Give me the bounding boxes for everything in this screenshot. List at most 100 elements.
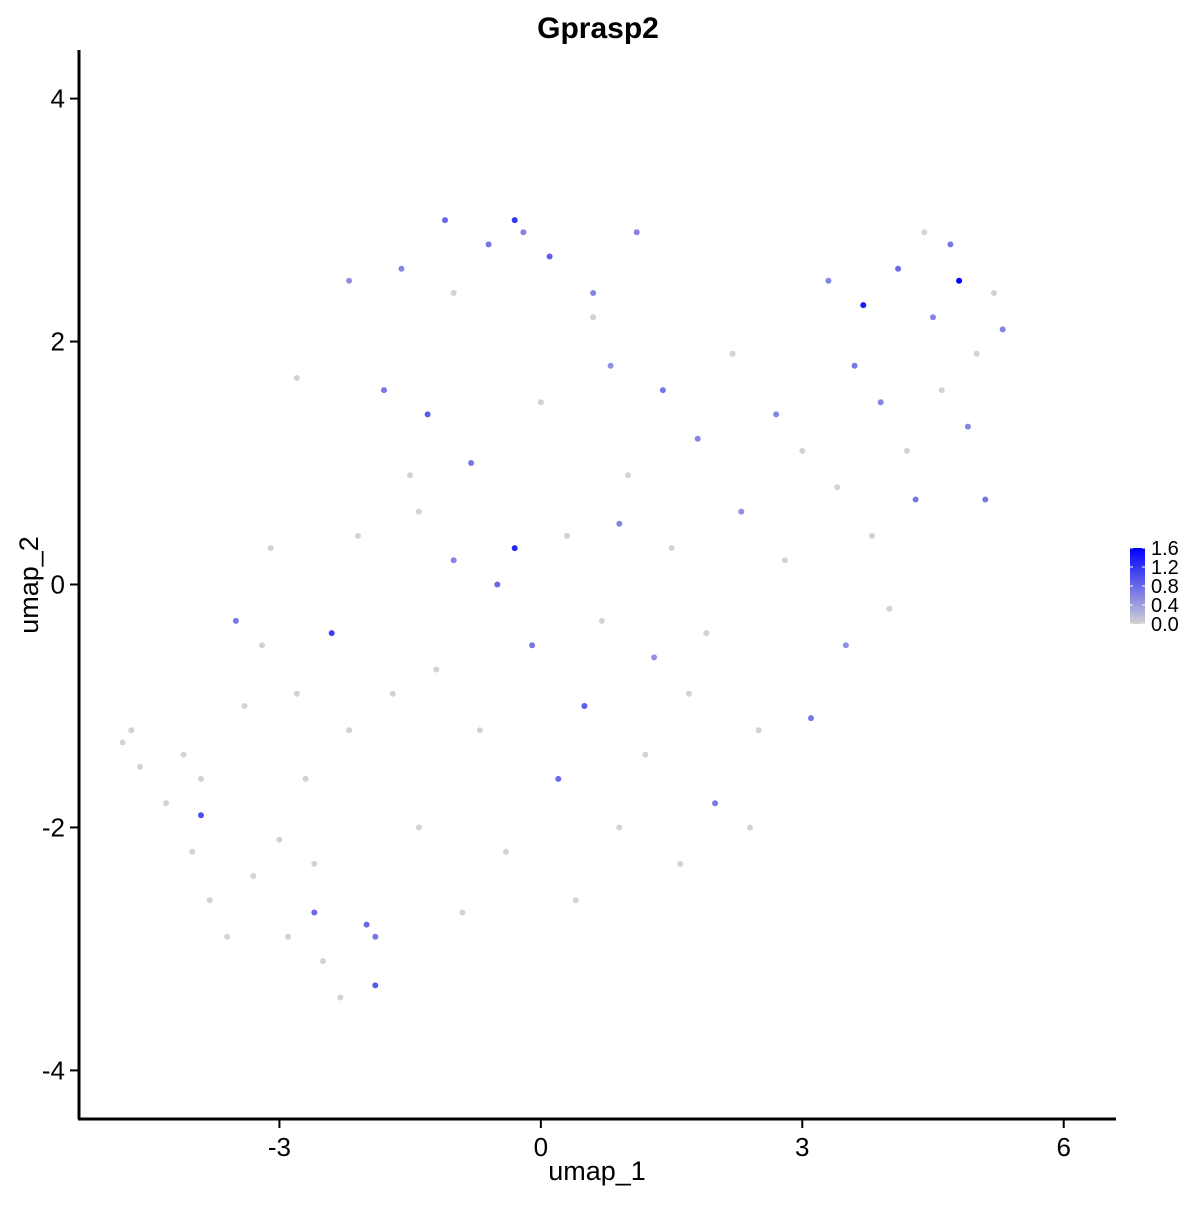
scatter-point	[825, 277, 832, 284]
scatter-point	[973, 350, 980, 357]
scatter-point	[877, 399, 884, 406]
scatter-point	[302, 775, 309, 782]
scatter-point	[659, 387, 666, 394]
scatter-point	[485, 241, 492, 248]
scatter-point	[198, 812, 204, 819]
scatter-point	[450, 557, 457, 564]
scatter-point	[398, 265, 405, 272]
chart-title: Gprasp2	[537, 12, 659, 45]
scatter-point	[642, 751, 649, 758]
scatter-point	[834, 484, 841, 491]
legend-colorbar	[1130, 548, 1145, 624]
scatter-point	[511, 217, 518, 224]
scatter-point	[311, 860, 318, 867]
scatter-point	[363, 921, 370, 928]
scatter-point	[346, 727, 353, 734]
scatter-point	[738, 508, 745, 515]
scatter-point	[337, 994, 344, 1001]
scatter-point	[912, 496, 919, 503]
scatter-point	[903, 447, 910, 454]
scatter-point	[895, 265, 902, 272]
y-axis-title: umap_2	[14, 536, 44, 634]
scatter-point	[206, 897, 213, 904]
scatter-point	[851, 362, 858, 369]
scatter-point	[180, 751, 187, 758]
scatter-point	[625, 472, 631, 479]
scatter-point	[598, 617, 605, 624]
scatter-point	[668, 545, 675, 552]
scatter-point	[424, 411, 431, 418]
scatter-point	[999, 326, 1006, 333]
scatter-point	[607, 362, 614, 369]
scatter-point	[503, 848, 509, 855]
scatter-point	[137, 763, 143, 770]
x-tick-label: -3	[268, 1132, 291, 1162]
scatter-point	[546, 253, 553, 260]
scatter-point	[494, 581, 501, 588]
points-layer	[119, 217, 1006, 1001]
scatter-point	[842, 642, 849, 649]
scatter-point	[128, 727, 135, 734]
x-tick-label: 3	[795, 1132, 809, 1162]
scatter-point	[372, 933, 379, 940]
scatter-point	[459, 909, 466, 916]
scatter-point	[686, 690, 692, 697]
legend-label: 1.6	[1151, 538, 1179, 560]
scatter-point	[747, 824, 753, 831]
scatter-point	[433, 666, 440, 673]
scatter-point	[616, 520, 623, 527]
y-ticks: -4 -2 0 2 4	[42, 84, 79, 1085]
y-tick-label: -2	[42, 812, 65, 842]
scatter-point	[259, 642, 265, 649]
scatter-point	[232, 617, 239, 624]
x-ticks: -3 0 3 6	[268, 1119, 1071, 1162]
y-tick-label: 4	[51, 84, 65, 114]
y-tick-label: 2	[51, 327, 65, 357]
scatter-point	[956, 277, 963, 284]
scatter-point	[520, 229, 527, 236]
scatter-point	[616, 824, 623, 831]
color-legend: 1.61.20.80.40.0	[1130, 538, 1179, 636]
scatter-point	[633, 229, 640, 236]
scatter-point	[886, 605, 893, 612]
scatter-point	[119, 739, 126, 746]
scatter-point	[293, 690, 300, 697]
y-tick-label: -4	[42, 1055, 65, 1085]
scatter-point	[964, 423, 971, 430]
legend-labels: 1.61.20.80.40.0	[1130, 538, 1179, 636]
scatter-point	[267, 545, 274, 552]
scatter-point	[224, 933, 231, 940]
scatter-point	[328, 630, 335, 637]
scatter-point	[476, 727, 483, 734]
scatter-point	[250, 873, 257, 879]
scatter-point	[755, 727, 762, 734]
scatter-point	[415, 508, 422, 515]
scatter-point	[442, 217, 448, 224]
scatter-point	[407, 472, 414, 479]
x-axis-title: umap_1	[548, 1156, 646, 1186]
scatter-point	[712, 800, 719, 807]
scatter-point	[677, 860, 684, 867]
scatter-point	[372, 982, 379, 989]
scatter-point	[189, 848, 196, 855]
scatter-point	[729, 350, 736, 357]
scatter-point	[511, 545, 518, 552]
scatter-point	[311, 909, 318, 916]
scatter-point	[703, 630, 710, 637]
legend-label: 0.0	[1151, 614, 1179, 636]
scatter-point	[938, 387, 945, 394]
scatter-point	[555, 775, 562, 782]
scatter-point	[529, 642, 536, 649]
scatter-point	[415, 824, 422, 831]
legend-label: 0.8	[1151, 576, 1179, 598]
scatter-point	[799, 447, 806, 454]
scatter-point	[860, 302, 867, 309]
legend-label: 1.2	[1151, 557, 1179, 579]
scatter-point	[982, 496, 989, 503]
scatter-point	[694, 435, 701, 442]
scatter-point	[163, 800, 170, 807]
scatter-point	[346, 277, 353, 284]
scatter-point	[581, 703, 588, 709]
scatter-point	[468, 460, 475, 466]
